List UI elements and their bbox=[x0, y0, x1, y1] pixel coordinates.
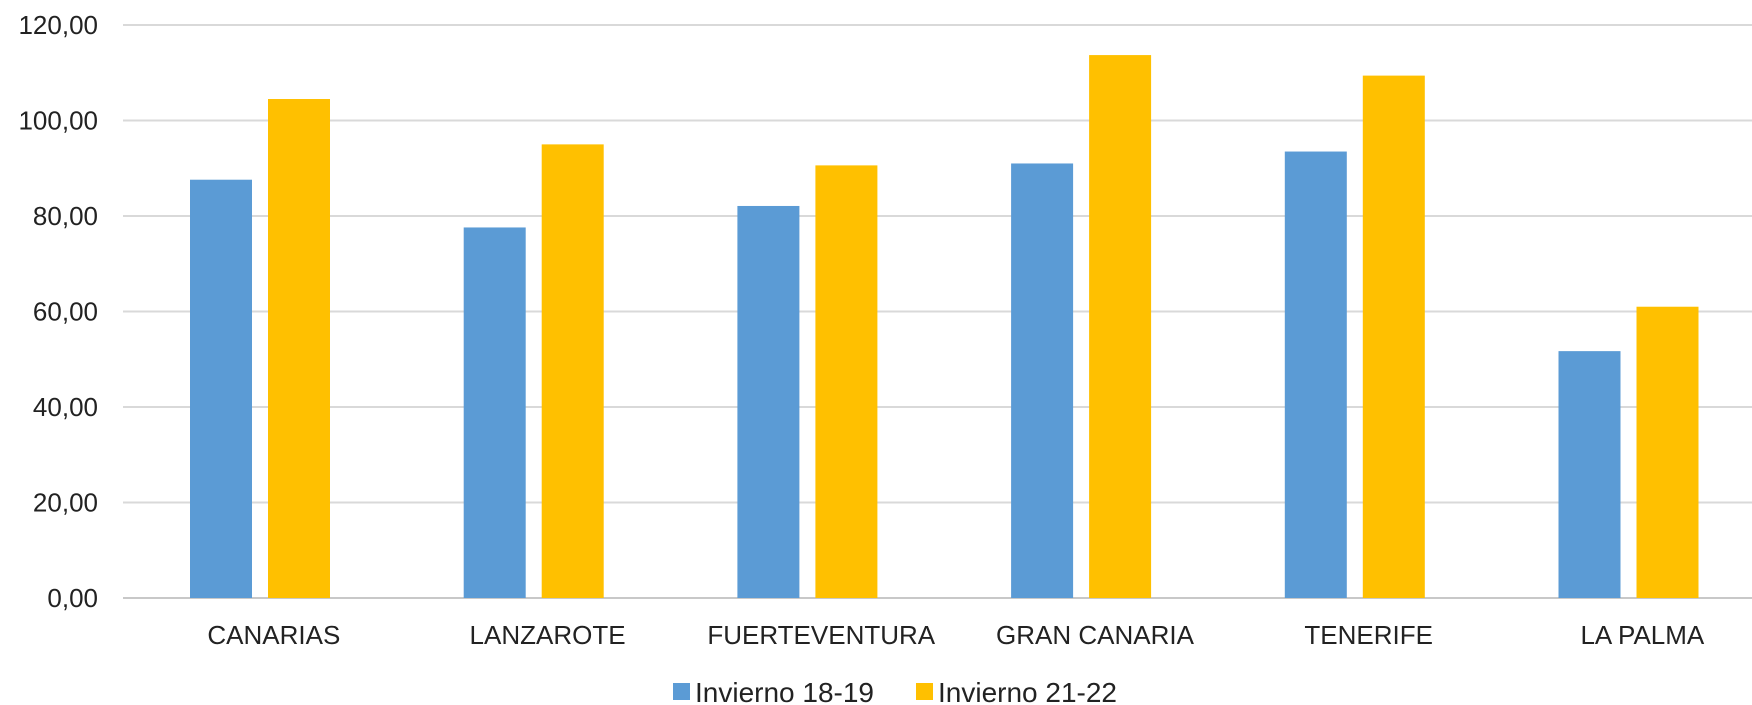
bar-series-1 bbox=[1558, 351, 1621, 598]
legend-swatch-2 bbox=[916, 683, 933, 700]
bar-series-2 bbox=[268, 99, 330, 598]
legend-label-1: Invierno 18-19 bbox=[695, 677, 874, 705]
bar-series-2 bbox=[815, 165, 878, 598]
y-axis-tick-labels: 0,00 20,00 40,00 60,00 80,00 100,00 120,00 bbox=[18, 10, 98, 613]
gridlines bbox=[123, 24, 1752, 599]
bars bbox=[190, 55, 1699, 599]
bar-series-1 bbox=[1284, 151, 1347, 598]
bar-series-1 bbox=[1011, 163, 1074, 598]
bar-series-2 bbox=[1362, 75, 1425, 599]
bar-series-2 bbox=[1636, 306, 1699, 598]
category-label: GRAN CANARIA bbox=[996, 620, 1195, 650]
y-tick-label: 0,00 bbox=[47, 583, 98, 613]
bar-series-1 bbox=[737, 205, 800, 598]
x-axis-category-labels: CANARIAS LANZAROTE FUERTEVENTURA GRAN CANAR… bbox=[207, 620, 1705, 650]
category-label: TENERIFE bbox=[1304, 620, 1433, 650]
y-tick-label: 120,00 bbox=[18, 10, 98, 40]
bar-series-2 bbox=[541, 144, 604, 598]
category-label: LANZAROTE bbox=[470, 620, 626, 650]
category-label: CANARIAS bbox=[207, 620, 340, 650]
y-tick-label: 80,00 bbox=[33, 201, 98, 231]
y-tick-label: 100,00 bbox=[18, 106, 98, 136]
category-label: LA PALMA bbox=[1580, 620, 1704, 650]
bar-series-1 bbox=[190, 179, 252, 598]
y-tick-label: 40,00 bbox=[33, 392, 98, 422]
legend: Invierno 18-19 Invierno 21-22 bbox=[673, 677, 1117, 705]
y-tick-label: 60,00 bbox=[33, 297, 98, 327]
y-tick-label: 20,00 bbox=[33, 488, 98, 518]
legend-label-2: Invierno 21-22 bbox=[938, 677, 1117, 705]
bar-series-2 bbox=[1089, 55, 1152, 598]
legend-swatch-1 bbox=[673, 683, 690, 700]
category-label: FUERTEVENTURA bbox=[707, 620, 935, 650]
bar-series-1 bbox=[463, 227, 526, 598]
